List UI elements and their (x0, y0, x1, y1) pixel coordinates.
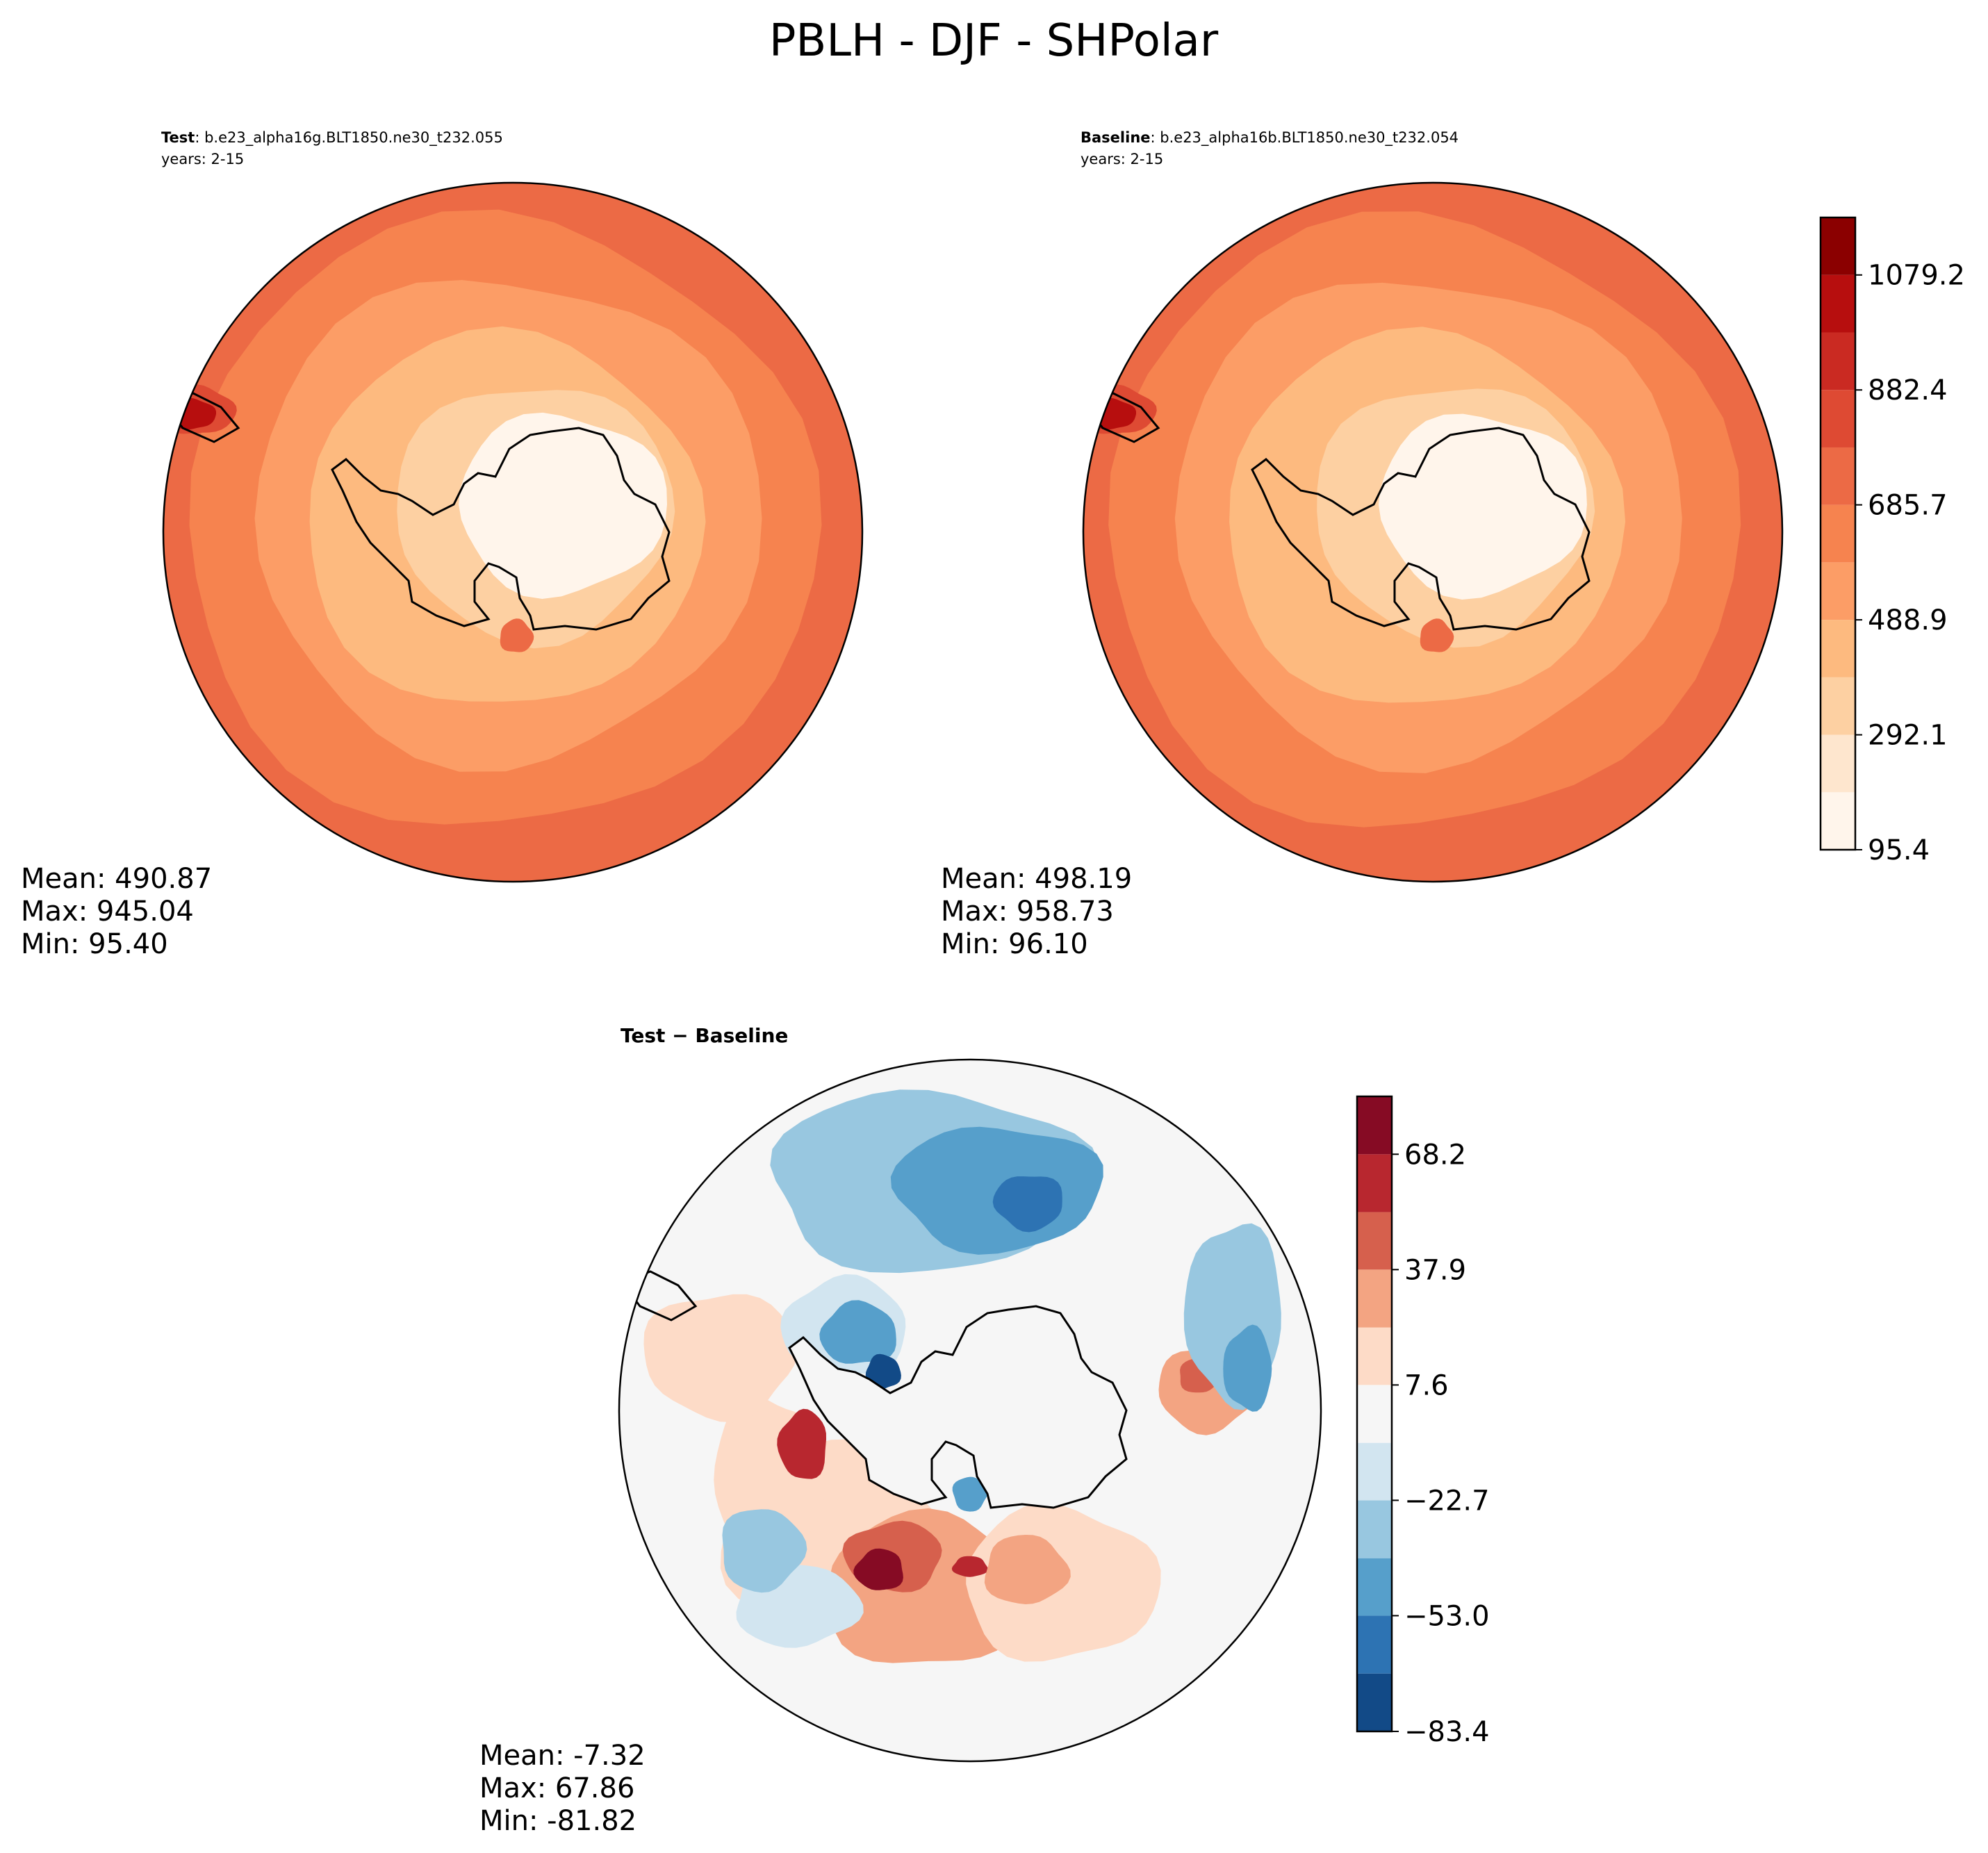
test-min: Min: 95.40 (21, 928, 168, 960)
colorbar-segment (1821, 390, 1855, 447)
colorbar-segment (1821, 447, 1855, 505)
test-label-bold: Test (161, 129, 195, 146)
baseline-panel-label: Baseline: b.e23_alpha16b.BLT1850.ne30_t2… (1081, 129, 1459, 147)
diff-anomaly-band (777, 1408, 826, 1479)
colorbar-segment (1821, 620, 1855, 677)
colorbar-tick-label: 1079.2 (1868, 260, 1965, 292)
colorbar-segment (1357, 1442, 1392, 1501)
antarctica-coastline (1251, 427, 1591, 631)
diff-max: Max: 67.86 (479, 1772, 634, 1804)
antarctica-coastline (788, 1305, 1128, 1509)
colorbar-segment (1357, 1385, 1392, 1443)
colorbar-tick-label: 7.6 (1404, 1369, 1449, 1401)
colorbar-diff: −83.4 −53.0 −22.7 7.6 37.9 68.2 (1356, 1095, 1490, 1748)
pblh-level-band (1378, 413, 1587, 600)
diff-anomaly-band (992, 1176, 1062, 1233)
pblh-local-max (1420, 618, 1454, 652)
colorbar-segment (1357, 1673, 1392, 1731)
continent-fill (789, 1306, 1126, 1508)
colorbar-tick-label: 37.9 (1404, 1254, 1466, 1286)
baseline-label-case: : b.e23_alpha16b.BLT1850.ne30_t232.054 (1151, 129, 1459, 147)
diff-map (618, 1058, 1322, 1763)
colorbar-tick-label: 95.4 (1868, 834, 1930, 866)
baseline-map (1082, 181, 1784, 883)
colorbar-segment (1357, 1154, 1392, 1212)
colorbar-segment (1821, 677, 1855, 735)
baseline-label-bold: Baseline (1081, 129, 1151, 146)
test-max: Max: 945.04 (21, 896, 194, 928)
map-boundary (1082, 181, 1784, 883)
baseline-max: Max: 958.73 (941, 896, 1114, 928)
diff-mean: Mean: -7.32 (479, 1740, 646, 1772)
colorbar-segment (1357, 1269, 1392, 1328)
colorbar-tick-label: 68.2 (1404, 1139, 1466, 1171)
colorbar-segment (1357, 1327, 1392, 1385)
colorbar-pblh: 95.4 292.1 488.9 685.7 882.4 1079.2 (1819, 216, 1965, 866)
pblh-level-band (459, 412, 667, 599)
colorbar-outline (1819, 216, 1857, 851)
colorbar-tick-label: 292.1 (1868, 720, 1948, 752)
colorbar-segment (1821, 792, 1855, 850)
colorbar-segment (1357, 1558, 1392, 1616)
map-boundary (162, 181, 864, 883)
colorbar-segment (1821, 217, 1855, 275)
test-label-case: : b.e23_alpha16g.BLT1850.ne30_t232.055 (195, 129, 503, 147)
colorbar-tick-label: 882.4 (1868, 374, 1948, 406)
diff-anomaly-band (643, 1294, 798, 1423)
diff-anomaly-band (819, 1300, 896, 1364)
colorbar-segment (1821, 332, 1855, 390)
diff-anomaly-band (722, 1509, 807, 1593)
colorbar-tick-label: −83.4 (1404, 1716, 1490, 1748)
diff-anomaly-band (952, 1476, 989, 1512)
colorbar-segment (1821, 562, 1855, 620)
diff-anomaly-band (1223, 1324, 1272, 1412)
colorbar-segment (1357, 1212, 1392, 1270)
map-boundary (618, 1058, 1322, 1763)
figure-title: PBLH - DJF - SHPolar (769, 15, 1219, 67)
colorbar-segment (1821, 734, 1855, 793)
baseline-min: Min: 96.10 (941, 928, 1088, 960)
colorbar-segment (1821, 274, 1855, 333)
colorbar-tick-label: −22.7 (1404, 1485, 1490, 1517)
baseline-mean: Mean: 498.19 (941, 863, 1132, 895)
test-mean: Mean: 490.87 (21, 863, 212, 895)
test-years: years: 2-15 (161, 151, 244, 167)
antarctica-coastline (331, 427, 671, 631)
diff-anomaly-band (853, 1548, 903, 1590)
pblh-local-max (500, 618, 534, 652)
colorbar-segment (1357, 1615, 1392, 1674)
diff-anomaly-band (984, 1535, 1071, 1604)
baseline-years: years: 2-15 (1081, 151, 1163, 167)
test-map (162, 181, 864, 883)
colorbar-tick-label: −53.0 (1404, 1600, 1490, 1632)
diff-panel-label: Test − Baseline (621, 1024, 788, 1047)
test-panel-label: Test: b.e23_alpha16g.BLT1850.ne30_t232.0… (161, 129, 503, 147)
colorbar-outline (1356, 1095, 1393, 1733)
colorbar-tick-label: 488.9 (1868, 604, 1948, 636)
diff-min: Min: -81.82 (479, 1805, 636, 1837)
diff-anomaly-band (951, 1556, 988, 1577)
colorbar-segment (1357, 1096, 1392, 1155)
colorbar-segment (1357, 1500, 1392, 1558)
colorbar-segment (1821, 504, 1855, 563)
colorbar-tick-label: 685.7 (1868, 490, 1948, 522)
diff-anomaly-band (865, 1353, 901, 1390)
